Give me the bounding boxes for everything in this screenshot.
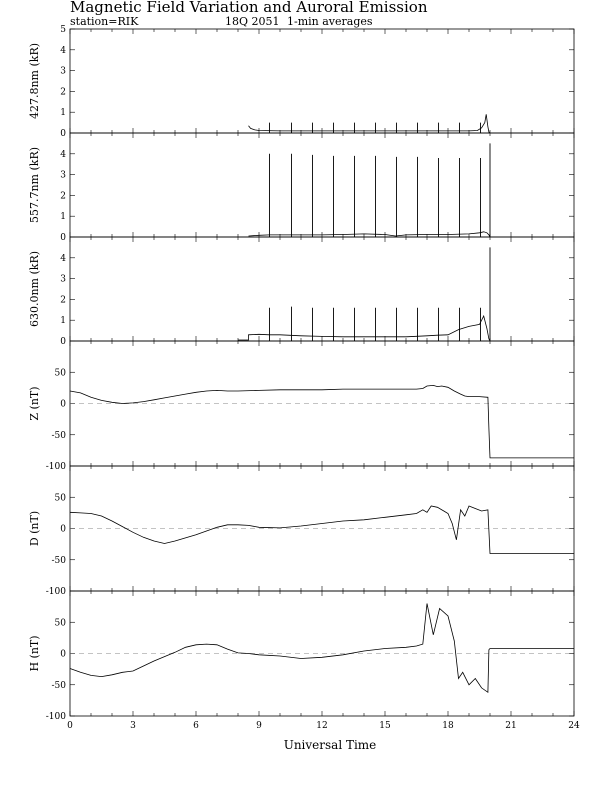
panel-6-y-axis-label: H (nT) <box>28 635 41 671</box>
panel-3-frame <box>69 236 575 342</box>
averaging-label: 1-min averages <box>287 15 373 28</box>
panel-5-y-axis-label: D (nT) <box>28 511 41 546</box>
x-tick-label: 18 <box>442 721 454 731</box>
panel-3-y-tick-label: 0 <box>60 337 66 347</box>
panel-2-y-tick-label: 0 <box>60 233 66 243</box>
panel-5-y-tick-label: 0 <box>60 525 66 535</box>
chart-title: Magnetic Field Variation and Auroral Emi… <box>70 0 428 16</box>
panel-2-series-line <box>248 231 491 238</box>
panel-5-y-tick-label: -100 <box>46 587 66 597</box>
panel-2-frame <box>69 132 575 238</box>
panel-4-y-axis-label: Z (nT) <box>28 386 41 420</box>
x-tick-label: 6 <box>193 721 199 731</box>
panel-6-y-tick-label: 0 <box>60 650 66 660</box>
station-label: station=RIK <box>70 15 139 28</box>
panel-4-y-tick-label: 0 <box>60 400 66 410</box>
panel-5-y-tick-label: -50 <box>52 556 67 566</box>
panel-1-y-tick-label: 3 <box>60 67 66 77</box>
x-tick-label: 15 <box>379 721 391 731</box>
panel-1-frame <box>69 28 575 134</box>
panel-1-y-tick-label: 5 <box>60 25 66 35</box>
panel-3-y-tick-label: 2 <box>60 295 66 305</box>
panel-3-series-line <box>238 314 491 342</box>
panel-4-y-tick-label: -100 <box>46 462 66 472</box>
panel-2-y-axis-label: 557.7nm (kR) <box>28 147 41 223</box>
panel-1-y-axis-label: 427.8nm (kR) <box>28 43 41 119</box>
panel-1-y-tick-label: 2 <box>60 87 66 97</box>
panel-6-series-line <box>69 603 574 694</box>
panel-2-y-tick-label: 1 <box>60 212 66 222</box>
panel-3-y-tick-label: 3 <box>60 275 66 285</box>
x-tick-label: 0 <box>67 721 73 731</box>
panel-3-y-tick-label: 1 <box>60 316 66 326</box>
panel-1-y-tick-label: 0 <box>60 129 66 139</box>
panel-4-y-tick-label: 50 <box>55 368 67 378</box>
panel-2-y-tick-label: 4 <box>60 150 66 160</box>
panel-1-y-tick-label: 1 <box>60 108 66 118</box>
panel-5-y-tick-label: 50 <box>55 493 67 503</box>
panel-2-y-tick-label: 2 <box>60 191 66 201</box>
x-tick-label: 12 <box>316 721 327 731</box>
x-tick-label: 9 <box>256 721 262 731</box>
panel-1-series-line <box>248 114 491 134</box>
x-tick-label: 21 <box>505 721 516 731</box>
panel-6-y-tick-label: 50 <box>55 618 67 628</box>
panel-3-y-tick-label: 4 <box>60 254 66 264</box>
panel-5-series-line <box>69 505 574 554</box>
x-axis-label: Universal Time <box>284 738 377 752</box>
panel-3-y-axis-label: 630.0nm (kR) <box>28 251 41 327</box>
panel-6-y-tick-label: -100 <box>46 712 66 722</box>
panel-4-y-tick-label: -50 <box>52 431 67 441</box>
x-tick-label: 3 <box>130 721 136 731</box>
panel-4-series-line <box>69 384 574 459</box>
panel-6-y-tick-label: -50 <box>52 681 67 691</box>
date-code-label: 18Q 2051 <box>225 15 280 28</box>
x-tick-label: 24 <box>568 721 580 731</box>
panel-1-y-tick-label: 4 <box>60 46 66 56</box>
panel-2-y-tick-label: 3 <box>60 171 66 181</box>
